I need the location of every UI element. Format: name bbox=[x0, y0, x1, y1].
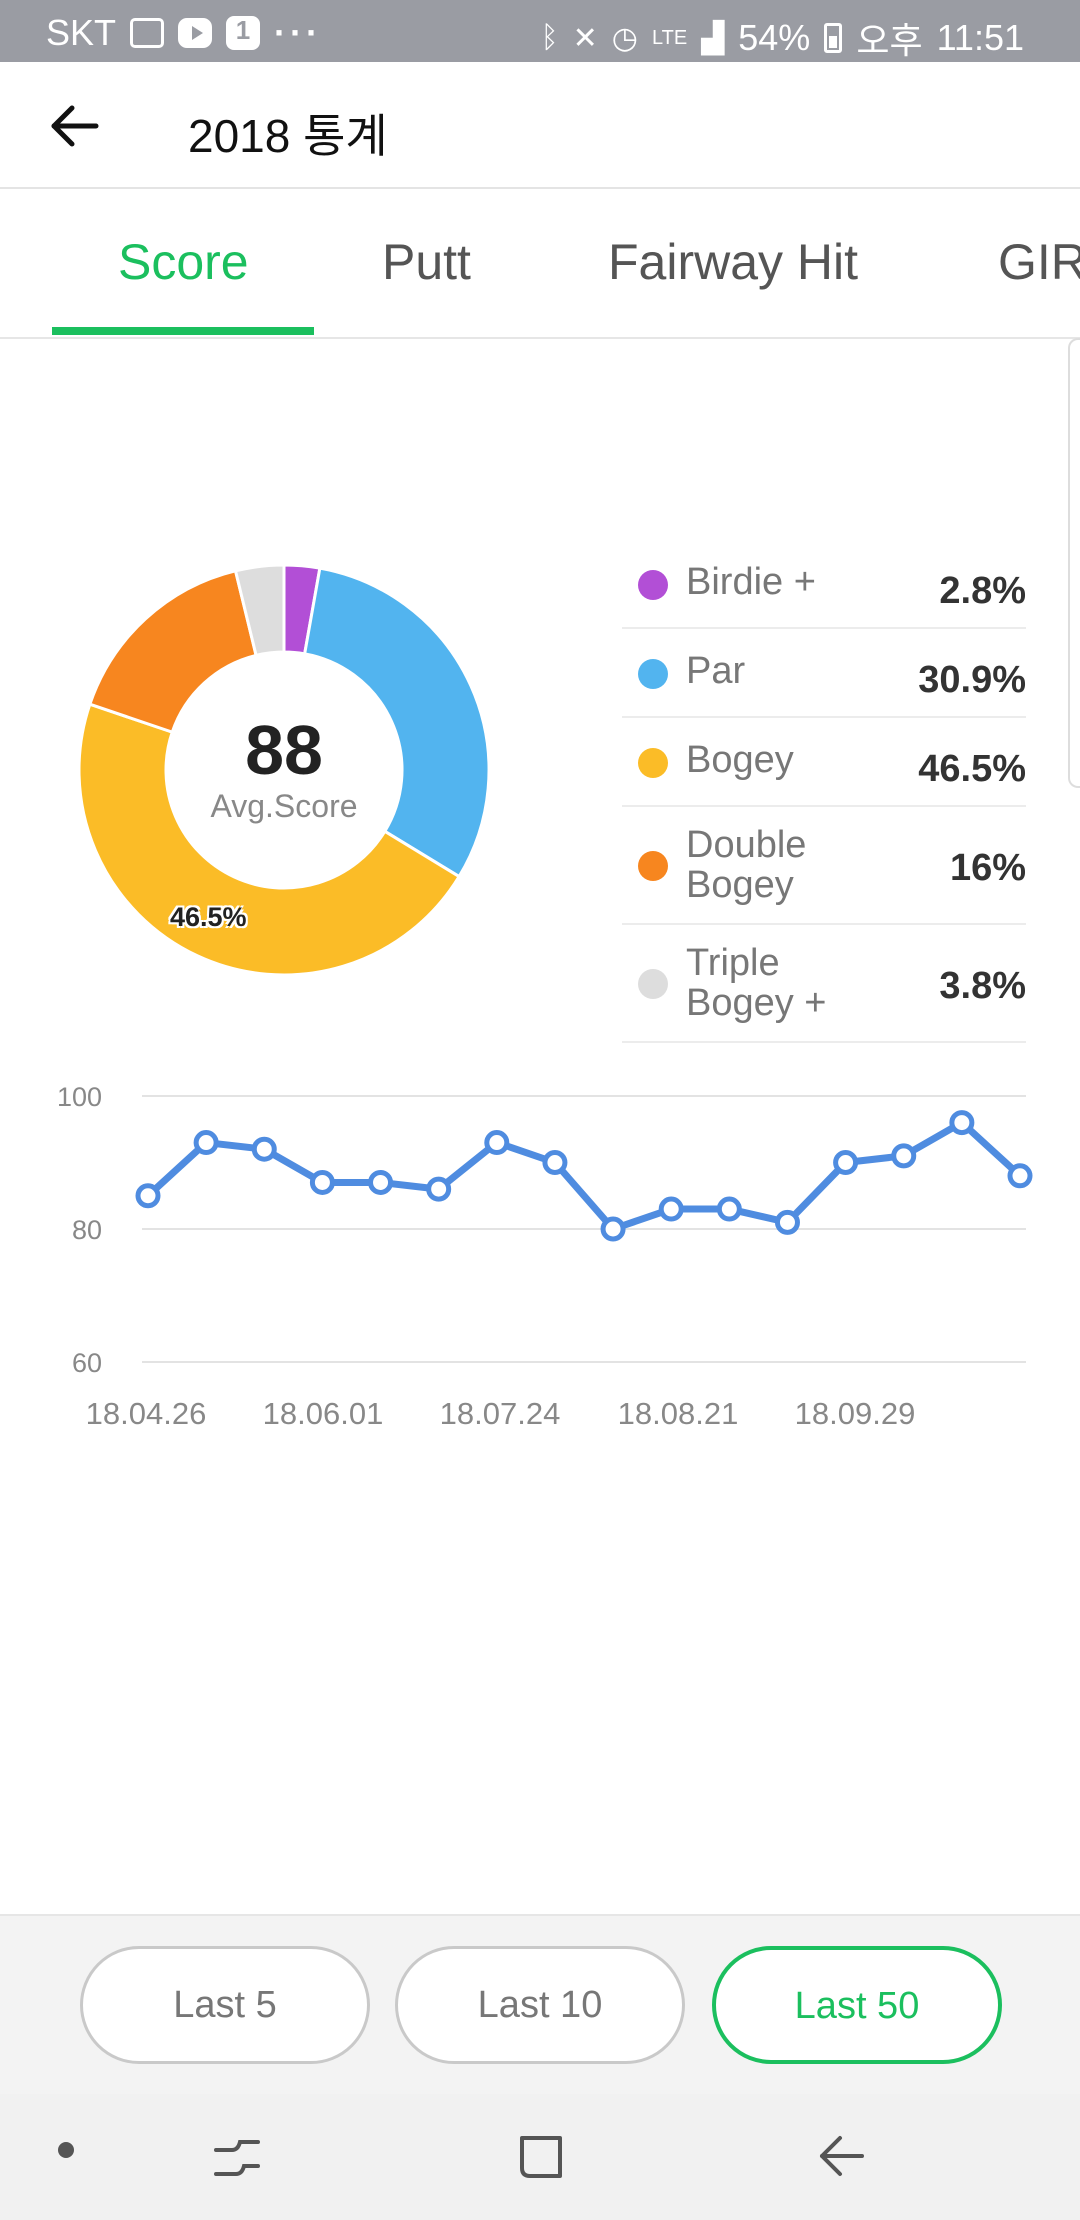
legend-dot bbox=[638, 969, 668, 999]
legend-dot bbox=[638, 570, 668, 600]
clock-time: 11:51 bbox=[936, 17, 1024, 58]
legend-item-birdie: Birdie + 2.8% bbox=[622, 540, 1026, 629]
legend-percent: 16% bbox=[949, 847, 1026, 889]
side-panel-handle[interactable] bbox=[1068, 338, 1080, 788]
legend-percent: 30.9% bbox=[918, 659, 1026, 701]
recent-apps-icon[interactable] bbox=[210, 2132, 266, 2182]
y-tick-label: 80 bbox=[72, 1215, 102, 1245]
donut-slice-par bbox=[302, 566, 491, 879]
x-tick-label: 18.06.01 bbox=[263, 1396, 384, 1431]
tab-score[interactable]: Score bbox=[118, 234, 249, 290]
nav-dot-icon[interactable] bbox=[56, 2140, 76, 2160]
donut-slice-triple-bogey bbox=[233, 563, 286, 658]
score-donut-chart: 88 Avg.Score 46.5% bbox=[74, 560, 494, 980]
x-tick-label: 18.04.26 bbox=[86, 1396, 207, 1431]
donut-center: 88 Avg.Score bbox=[74, 560, 494, 980]
legend-item-triple-bogey: Triple Bogey + 3.8% bbox=[622, 925, 1026, 1043]
y-tick-label: 60 bbox=[72, 1348, 102, 1378]
gallery-notification-icon bbox=[130, 18, 165, 48]
bogey-slice-label: 46.5% bbox=[170, 902, 247, 932]
score-line bbox=[145, 1119, 1023, 1233]
legend-label: Bogey bbox=[686, 739, 794, 781]
youtube-notification-icon bbox=[178, 18, 213, 48]
page-title: 2018 통계 bbox=[188, 110, 388, 162]
legend-dot bbox=[638, 748, 668, 778]
legend-percent: 2.8% bbox=[939, 570, 1026, 612]
x-tick-label: 18.09.29 bbox=[795, 1396, 916, 1431]
score-legend: Birdie + 2.8% Par 30.9% Bogey 46.5% Doub… bbox=[622, 540, 1026, 1043]
legend-dot bbox=[638, 659, 668, 689]
alarm-icon: ◷ bbox=[611, 21, 638, 55]
data-point[interactable] bbox=[774, 1209, 800, 1235]
y-tick-label: 100 bbox=[57, 1082, 102, 1112]
last-10-button[interactable]: Last 10 bbox=[395, 1946, 685, 2064]
tab-fairway-hit[interactable]: Fairway Hit bbox=[608, 234, 859, 290]
battery-percent: 54% bbox=[738, 17, 811, 58]
lte-indicator: LTE bbox=[651, 26, 688, 49]
legend-item-bogey: Bogey 46.5% bbox=[622, 718, 1026, 807]
home-icon[interactable] bbox=[514, 2130, 568, 2184]
signal-icon: ▟ bbox=[701, 21, 725, 55]
data-point[interactable] bbox=[891, 1143, 917, 1169]
data-point[interactable] bbox=[833, 1150, 859, 1175]
legend-label: Par bbox=[686, 650, 746, 692]
data-point[interactable] bbox=[309, 1169, 335, 1195]
data-point[interactable] bbox=[600, 1216, 626, 1242]
x-tick-label: 18.07.24 bbox=[440, 1396, 561, 1431]
carrier-label: SKT bbox=[46, 12, 117, 53]
data-point[interactable] bbox=[368, 1169, 394, 1195]
more-notifications-icon: ··· bbox=[274, 12, 322, 53]
legend-percent: 46.5% bbox=[918, 748, 1026, 790]
data-point[interactable] bbox=[1007, 1163, 1033, 1189]
legend-item-double-bogey: Double Bogey 16% bbox=[622, 807, 1026, 925]
active-tab-indicator bbox=[52, 327, 314, 335]
data-point[interactable] bbox=[542, 1150, 568, 1175]
back-nav-icon[interactable] bbox=[814, 2132, 870, 2182]
app-bar: 2018 통계 bbox=[0, 62, 1080, 189]
donut-slice-bogey bbox=[77, 702, 462, 977]
data-point[interactable] bbox=[426, 1176, 452, 1202]
data-point[interactable] bbox=[716, 1196, 742, 1222]
data-point[interactable] bbox=[484, 1130, 510, 1156]
x-tick-label: 18.08.21 bbox=[618, 1396, 739, 1431]
avg-score-label: Avg.Score bbox=[210, 788, 358, 824]
tab-gir[interactable]: GIR bbox=[998, 234, 1080, 290]
notification-badge: 1 bbox=[226, 16, 261, 50]
tab-putt[interactable]: Putt bbox=[382, 234, 471, 290]
tab-bar: Score Putt Fairway Hit GIR bbox=[0, 189, 1080, 339]
bluetooth-icon: ᛒ bbox=[540, 21, 559, 54]
data-point[interactable] bbox=[251, 1136, 277, 1162]
legend-label: Double Bogey bbox=[686, 824, 807, 906]
data-point[interactable] bbox=[949, 1110, 975, 1136]
battery-icon bbox=[824, 23, 843, 53]
score-trend-chart: 100 80 60 18.04.26 18.06.01 18.07.24 18.08.21 1… bbox=[0, 1060, 1080, 1460]
legend-label: Birdie + bbox=[686, 561, 816, 603]
donut-svg bbox=[77, 563, 491, 977]
legend-item-par: Par 30.9% bbox=[622, 629, 1026, 718]
legend-dot bbox=[638, 851, 668, 881]
period-selector: Last 5 Last 10 Last 50 bbox=[0, 1914, 1080, 2094]
system-nav-bar bbox=[0, 2094, 1080, 2220]
status-bar: SKT 1 ··· ᛒ ✕ ◷ LTE ▟ 54% 오후 11:51 bbox=[0, 0, 1080, 62]
last-5-button[interactable]: Last 5 bbox=[80, 1946, 370, 2064]
legend-percent: 3.8% bbox=[939, 965, 1026, 1007]
line-chart-svg: 100 80 60 18.04.26 18.06.01 18.07.24 18.08.21 1… bbox=[57, 1082, 1033, 1431]
last-50-button[interactable]: Last 50 bbox=[712, 1946, 1002, 2064]
data-point[interactable] bbox=[193, 1130, 219, 1156]
time-ampm: 오후 bbox=[856, 20, 923, 61]
data-point[interactable] bbox=[135, 1183, 161, 1209]
back-arrow-icon[interactable] bbox=[44, 96, 104, 156]
data-point[interactable] bbox=[658, 1196, 684, 1222]
avg-score-value: 88 bbox=[245, 711, 323, 789]
mute-icon: ✕ bbox=[572, 21, 598, 55]
legend-label: Triple Bogey + bbox=[686, 942, 827, 1024]
